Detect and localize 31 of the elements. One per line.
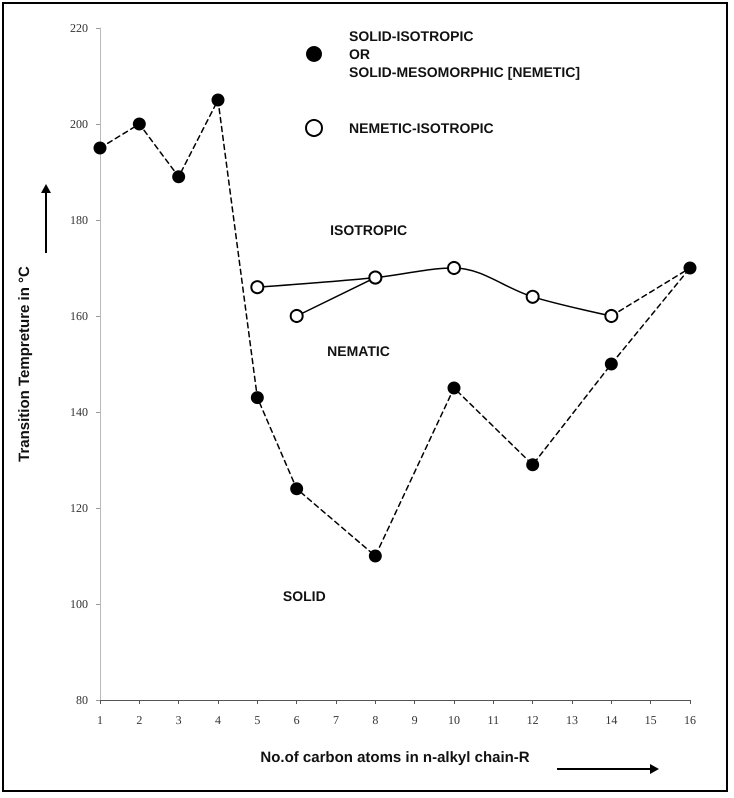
x-tick-label: 4	[215, 713, 221, 727]
legend-label: SOLID-ISOTROPIC OR SOLID-MESOMORPHIC [NEMETIC]	[349, 28, 580, 80]
x-tick-label: 9	[412, 713, 418, 727]
x-tick-label: 2	[136, 713, 142, 727]
y-tick-label: 160	[70, 309, 88, 323]
x-tick-label: 5	[254, 713, 260, 727]
annotation: ISOTROPIC	[330, 222, 408, 238]
x-tick-label: 6	[294, 713, 300, 727]
x-tick-label: 13	[566, 713, 578, 727]
y-tick-label: 180	[70, 213, 88, 227]
annotation: SOLID	[282, 588, 326, 604]
x-tick-label: 14	[605, 713, 618, 727]
x-axis-title: No.of carbon atoms in n-alkyl chain-R	[260, 749, 530, 766]
y-tick-label: 140	[70, 405, 88, 419]
x-tick-label: 16	[684, 713, 696, 727]
x-tick-label: 7	[333, 713, 339, 727]
annotation: NEMATIC	[327, 342, 390, 359]
legend-label: NEMETIC-ISOTROPIC	[349, 120, 494, 136]
x-tick-label: 1	[97, 713, 103, 727]
y-tick-label: 220	[70, 21, 88, 35]
x-tick-label: 15	[644, 713, 657, 727]
y-tick-label: 100	[70, 597, 88, 611]
x-tick-label: 12	[526, 713, 539, 727]
x-tick-label: 8	[372, 713, 378, 727]
y-tick-label: 80	[76, 693, 88, 707]
x-tick-label: 3	[176, 713, 182, 727]
y-tick-label: 200	[70, 117, 88, 131]
x-tick-label: 10	[448, 713, 460, 727]
x-tick-label: 11	[488, 713, 500, 727]
y-tick-label: 120	[70, 501, 88, 515]
y-axis-title: Transition Tempreture in °C	[16, 266, 33, 462]
